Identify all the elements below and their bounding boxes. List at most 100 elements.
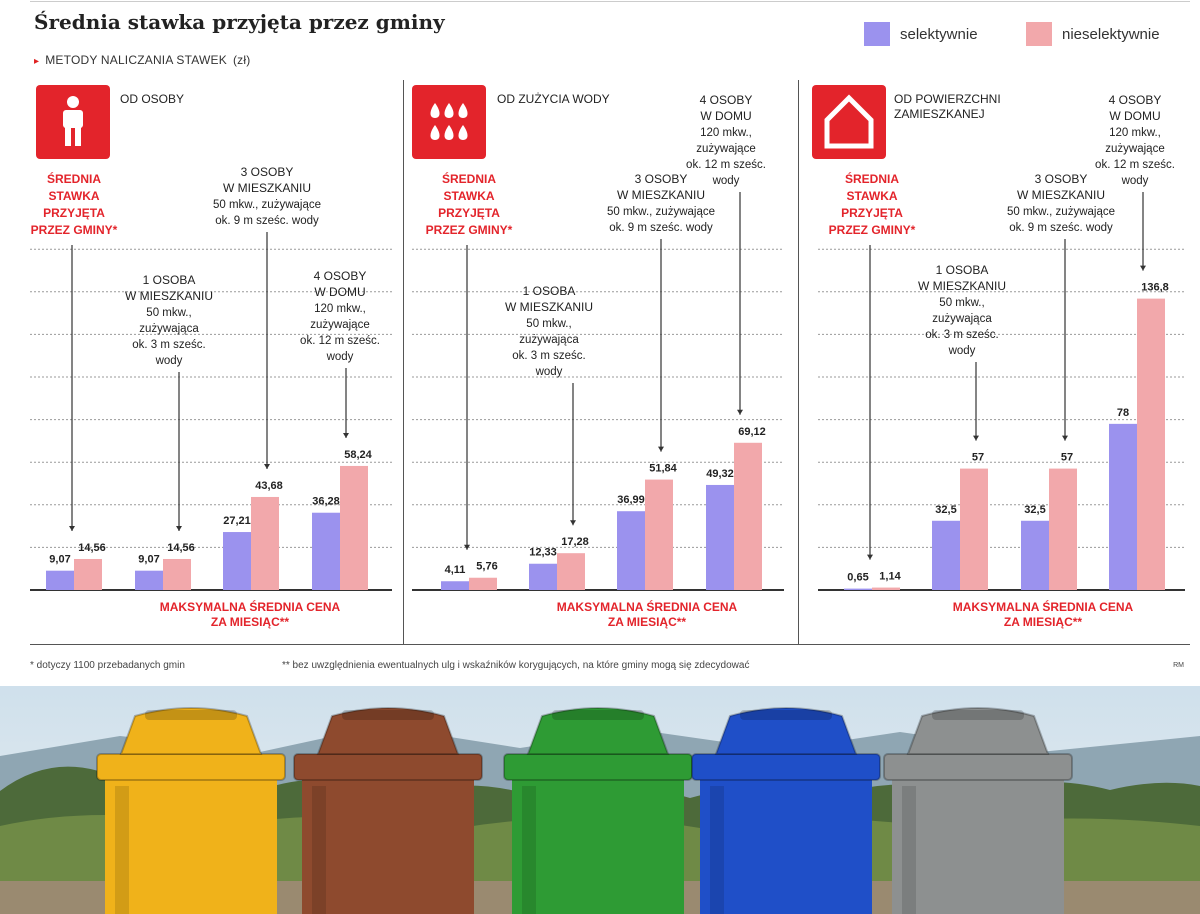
category-description: W DOMU bbox=[700, 109, 751, 123]
bar-selective bbox=[312, 512, 340, 590]
value-label-selective: 0,65 bbox=[847, 572, 868, 584]
bin-body bbox=[892, 766, 1064, 914]
bin-handle bbox=[740, 710, 832, 720]
panel-divider bbox=[798, 80, 799, 644]
value-label-nonselective: 57 bbox=[972, 452, 984, 464]
water-drop-icon bbox=[458, 125, 468, 140]
avg-rate-label: PRZYJĘTA bbox=[438, 206, 500, 220]
category-description: zużywająca bbox=[932, 313, 992, 325]
value-label-nonselective: 14,56 bbox=[167, 542, 195, 554]
value-label-selective: 32,5 bbox=[935, 504, 956, 516]
category-description: wody bbox=[712, 175, 740, 187]
bin-shadow bbox=[902, 786, 916, 914]
bar-nonselective bbox=[960, 468, 988, 590]
category-description: W MIESZKANIU bbox=[1017, 188, 1105, 202]
category-description: 120 mkw., bbox=[1109, 127, 1161, 139]
credit: RM bbox=[1173, 662, 1184, 669]
top-rule bbox=[30, 1, 1190, 2]
bin-rim bbox=[883, 753, 1073, 781]
bar-selective bbox=[441, 581, 469, 590]
category-description: 3 OSOBY bbox=[241, 165, 294, 179]
bottom-rule bbox=[30, 644, 1190, 645]
category-description: 50 mkw., zużywające bbox=[1007, 206, 1115, 218]
charts-svg: OD OSOBY ŚREDNIA STAWKA PRZYJĘTA PRZEZ GMINY… bbox=[30, 85, 1185, 629]
max-price-caption: MAKSYMALNA ŚREDNIA CENA bbox=[160, 599, 341, 614]
category-description: W MIESZKANIU bbox=[617, 188, 705, 202]
max-price-caption: ZA MIESIĄC** bbox=[608, 615, 687, 629]
panel-divider bbox=[403, 80, 404, 644]
avg-rate-label: ŚREDNIA bbox=[442, 171, 496, 186]
value-label-nonselective: 5,76 bbox=[476, 561, 497, 573]
category-description: ok. 3 m sześc. bbox=[512, 350, 586, 362]
bar-nonselective bbox=[1137, 298, 1165, 590]
value-label-nonselective: 58,24 bbox=[344, 449, 372, 461]
water-drop-icon bbox=[430, 125, 440, 140]
bar-nonselective bbox=[557, 553, 585, 590]
panel-title: OD OSOBY bbox=[120, 92, 184, 106]
bar-selective bbox=[617, 511, 645, 590]
bar-nonselective bbox=[734, 442, 762, 590]
value-label-nonselective: 14,56 bbox=[78, 542, 106, 554]
bin-handle bbox=[932, 710, 1024, 720]
bin-handle bbox=[145, 710, 237, 720]
legend-label-nonselective: nieselektywnie bbox=[1062, 25, 1160, 43]
value-label-selective: 9,07 bbox=[49, 554, 70, 566]
leader-arrow-icon bbox=[737, 409, 743, 415]
category-description: wody bbox=[535, 366, 563, 378]
avg-rate-label: STAWKA bbox=[48, 189, 99, 203]
value-label-nonselective: 1,14 bbox=[879, 571, 901, 583]
person-leg-icon bbox=[65, 126, 71, 146]
unit-label: (zł) bbox=[232, 53, 251, 67]
value-label-selective: 36,28 bbox=[312, 496, 340, 508]
category-description: W DOMU bbox=[314, 285, 365, 299]
panel-title: OD POWIERZCHNI bbox=[894, 92, 1001, 106]
green-bin bbox=[503, 707, 693, 914]
bin-rim bbox=[96, 753, 286, 781]
leader-arrow-icon bbox=[343, 432, 349, 438]
bin-body bbox=[512, 766, 684, 914]
bin-rim bbox=[503, 753, 693, 781]
bin-rim bbox=[293, 753, 483, 781]
category-description: 50 mkw., bbox=[146, 307, 191, 319]
value-label-nonselective: 43,68 bbox=[255, 480, 283, 492]
person-head-icon bbox=[67, 96, 79, 108]
category-description: W MIESZKANIU bbox=[125, 289, 213, 303]
value-label-selective: 49,32 bbox=[706, 468, 734, 480]
water-drops-icon bbox=[412, 85, 486, 159]
category-description: wody bbox=[155, 355, 183, 367]
avg-rate-label: PRZEZ GMINY* bbox=[829, 223, 916, 237]
bar-selective bbox=[1109, 423, 1137, 590]
avg-rate-label: STAWKA bbox=[846, 189, 897, 203]
category-description: 1 OSOBA bbox=[936, 263, 989, 277]
footnotes: * dotyczy 1100 przebadanych gmin ** bez … bbox=[30, 660, 1190, 671]
category-description: ok. 12 m sześc. bbox=[300, 335, 380, 347]
category-description: 50 mkw., bbox=[526, 318, 571, 330]
bar-nonselective bbox=[163, 558, 191, 590]
leader-arrow-icon bbox=[464, 544, 470, 550]
category-description: wody bbox=[948, 345, 976, 357]
category-description: wody bbox=[326, 351, 354, 363]
leader-arrow-icon bbox=[1140, 265, 1146, 271]
bar-nonselective bbox=[645, 479, 673, 590]
category-description: 1 OSOBA bbox=[523, 284, 576, 298]
value-label-selective: 36,99 bbox=[617, 494, 645, 506]
subtitle: ▸ METODY NALICZANIA STAWEK (zł) bbox=[34, 53, 250, 67]
category-description: ok. 3 m sześc. bbox=[132, 339, 206, 351]
bin-shadow bbox=[312, 786, 326, 914]
page-title: Średnia stawka przyjęta przez gminy bbox=[34, 10, 445, 34]
leader-arrow-icon bbox=[176, 525, 182, 531]
gray-bin bbox=[883, 707, 1073, 914]
bar-selective bbox=[223, 532, 251, 590]
bin-rim bbox=[691, 753, 881, 781]
legend-label-selective: selektywnie bbox=[900, 25, 978, 43]
bin-shadow bbox=[115, 786, 129, 914]
bin-shadow bbox=[710, 786, 724, 914]
bar-selective bbox=[1021, 520, 1049, 590]
house-outline-icon bbox=[824, 94, 874, 149]
water-drop-icon bbox=[458, 103, 468, 118]
max-price-caption: ZA MIESIĄC** bbox=[211, 615, 290, 629]
legend-swatch-nonselective bbox=[1026, 22, 1052, 46]
bin-handle bbox=[552, 710, 644, 720]
max-price-caption: MAKSYMALNA ŚREDNIA CENA bbox=[557, 599, 738, 614]
